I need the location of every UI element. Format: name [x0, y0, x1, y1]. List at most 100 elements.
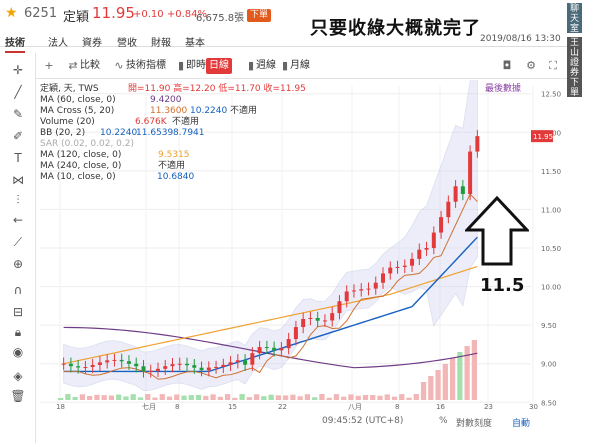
back-arrow-icon[interactable]: ← [12, 213, 24, 227]
candle-body [315, 317, 320, 321]
crosshair-icon[interactable]: ✛ [12, 63, 24, 77]
volume-bar [79, 394, 86, 400]
legend-latest[interactable]: 最後數據 [485, 84, 522, 94]
stock-name: 定穎 [63, 10, 90, 25]
layers-icon[interactable]: ◈ [13, 369, 23, 383]
tab-revenue[interactable]: 營收 [117, 38, 137, 49]
tab-basic[interactable]: 基本 [185, 38, 205, 49]
tab-institutional[interactable]: 法人 [48, 38, 68, 49]
broker-order-button[interactable]: 王山證券下單 [567, 37, 582, 98]
candle-body [395, 266, 400, 268]
legend-ma60[interactable]: MA (60, close, 0) [40, 95, 116, 105]
lock-drawing-icon[interactable]: ⊟ [12, 305, 24, 319]
pattern-icon[interactable]: ⋈ [12, 173, 24, 187]
legend-ma60-value: 9.4200 [150, 95, 182, 105]
user-note: 只要收綠大概就完了 [310, 18, 481, 39]
price-change: +0.10 +0.84% [133, 9, 207, 20]
volume-bar [87, 396, 93, 400]
y-tick-label: 12.50 [541, 91, 561, 99]
candle-body [199, 367, 204, 371]
candle-body [68, 363, 73, 367]
y-tick-label: 9.50 [541, 322, 557, 330]
legend-ma10[interactable]: MA (10, close, 0) [40, 172, 116, 182]
trash-icon[interactable]: 🗑︎ [10, 389, 26, 403]
candle-body [424, 248, 429, 250]
volume-bar [72, 396, 78, 400]
volume-bar [406, 397, 412, 400]
candle-body [155, 368, 160, 371]
candle-body [257, 347, 262, 354]
volume-bar [159, 394, 165, 400]
candle-body [235, 360, 240, 363]
week-button[interactable]: 週線 [256, 60, 276, 71]
x-tick-label: 22 [278, 403, 287, 411]
legend-bb[interactable]: BB (20, 2) [40, 128, 86, 138]
indicators-button[interactable]: 技術指標 [126, 60, 166, 71]
candle-body [344, 291, 349, 302]
ma120-line [63, 265, 478, 365]
volume-bar [348, 394, 354, 400]
compare-icon[interactable]: ⇄ [68, 59, 78, 72]
stock-code: 6251 [24, 6, 58, 21]
settings-icon[interactable]: ⚙ [526, 59, 536, 72]
tab-financials[interactable]: 財報 [151, 38, 171, 49]
x-tick-label: 30 [529, 403, 538, 411]
candle-body [272, 347, 277, 351]
legend-sar[interactable]: SAR (0.02, 0.02, 0.2) [40, 139, 135, 149]
x-tick-label: 8 [395, 403, 399, 411]
pencil-icon[interactable]: ✎ [12, 107, 24, 121]
order-button[interactable]: 下單 [247, 9, 271, 22]
ruler-icon[interactable]: ⟋ [13, 235, 23, 249]
eye-icon[interactable]: ◉ [12, 345, 24, 359]
volume-bar [65, 394, 71, 400]
volume-bar [464, 346, 470, 400]
tab-margin[interactable]: 資券 [82, 38, 102, 49]
candle-body [206, 367, 211, 371]
lock-icon[interactable]: 🔒︎ [14, 325, 22, 339]
text-tool-icon[interactable]: T [14, 151, 22, 165]
bollinger-band [63, 61, 478, 392]
volume-bar [428, 376, 434, 400]
day-button[interactable]: 日線 [206, 58, 232, 74]
favorite-star-icon[interactable]: ★ [5, 5, 18, 21]
volume-bar [333, 394, 340, 400]
compare-button[interactable]: 比較 [80, 60, 100, 71]
candle-icon: ▮ [177, 59, 185, 72]
volume-bar [355, 395, 361, 400]
trendline-icon[interactable]: ╱ [14, 85, 22, 99]
chatroom-button[interactable]: 聊天室 [567, 3, 582, 34]
chart-svg[interactable]: 12.5012.0011.5011.0010.5010.009.509.008.… [36, 61, 567, 413]
candle-body [163, 366, 168, 369]
legend-ma120[interactable]: MA (120, close, 0) [40, 150, 122, 160]
brush-icon[interactable]: ✐ [12, 129, 24, 143]
candle-body [61, 363, 66, 365]
legend-volume-value: 6.676K [135, 117, 167, 127]
camera-icon[interactable]: ◘ [502, 59, 512, 72]
x-tick-label: 18 [56, 403, 65, 411]
volume-bar [130, 394, 136, 400]
auto-scale-toggle[interactable]: 自動 [512, 419, 531, 429]
log-scale-toggle[interactable]: 對數刻度 [456, 419, 493, 429]
add-icon[interactable]: + [44, 59, 54, 72]
percent-toggle[interactable]: % [439, 416, 448, 426]
volume-bar [188, 395, 194, 400]
candle-body [105, 360, 110, 363]
tab-technical[interactable]: 技術 [5, 34, 25, 53]
legend-volume[interactable]: Volume (20) [40, 117, 95, 127]
legend-ma240[interactable]: MA (240, close, 0) [40, 161, 122, 171]
last-price-tag-label: 11.95 [533, 133, 553, 141]
volume-bar [268, 394, 274, 400]
fullscreen-icon[interactable]: ⛶ [549, 59, 557, 72]
ma10-line [63, 236, 478, 373]
price-chart[interactable]: 12.5012.0011.5011.0010.5010.009.509.008.… [36, 61, 567, 430]
month-button[interactable]: 月線 [290, 60, 310, 71]
legend-macross-v1: 11.3600 [150, 106, 188, 116]
magnet-icon[interactable]: ∩ [13, 283, 23, 297]
legend-macross[interactable]: MA Cross (5, 20) [40, 106, 115, 116]
zoom-in-icon[interactable]: ⊕ [12, 257, 24, 271]
candle-body [468, 151, 473, 194]
realtime-button[interactable]: 即時 [186, 60, 206, 71]
fib-icon[interactable]: ⫶ [16, 193, 20, 207]
volume-bar [384, 394, 390, 400]
indicator-icon[interactable]: ∿ [114, 59, 124, 72]
